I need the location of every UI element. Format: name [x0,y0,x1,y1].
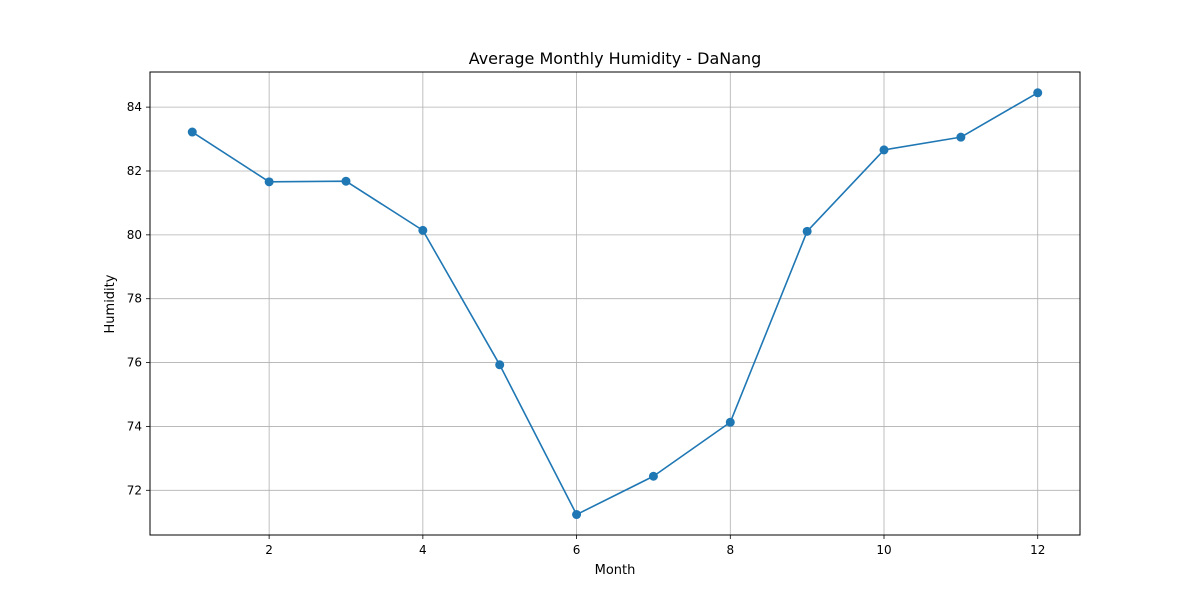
grid [150,72,1080,535]
x-tick-label: 2 [265,543,273,557]
data-point [725,417,735,427]
data-point [341,176,351,186]
x-tick-label: 6 [573,543,581,557]
data-point [802,226,812,236]
y-tick-label: 82 [127,164,142,178]
x-tick-label: 10 [876,543,891,557]
data-point [495,360,505,370]
y-axis-label: Humidity [103,274,118,333]
y-tick-label: 72 [127,483,142,497]
y-tick-label: 78 [127,292,142,306]
x-tick-label: 4 [419,543,427,557]
series-line [191,92,1039,516]
chart-title: Average Monthly Humidity - DaNang [469,49,762,68]
data-point [264,177,274,187]
data-point [187,127,197,137]
data-point [418,225,428,235]
data-point [648,471,658,481]
x-tick-label: 12 [1030,543,1045,557]
y-tick-label: 76 [127,356,142,370]
data-point [1033,88,1043,98]
data-point [572,510,582,520]
y-tick-label: 80 [127,228,142,242]
x-axis-label: Month [595,563,636,578]
axis-ticks: 2 4 6 8 10 12 72 74 76 78 80 82 84 [127,100,1046,557]
series-layer [187,88,1043,520]
x-tick-label: 8 [726,543,734,557]
y-tick-label: 74 [127,419,142,433]
y-tick-label: 84 [127,100,142,114]
data-point [956,132,966,142]
plot-frame [149,71,1081,536]
data-point [879,145,889,155]
